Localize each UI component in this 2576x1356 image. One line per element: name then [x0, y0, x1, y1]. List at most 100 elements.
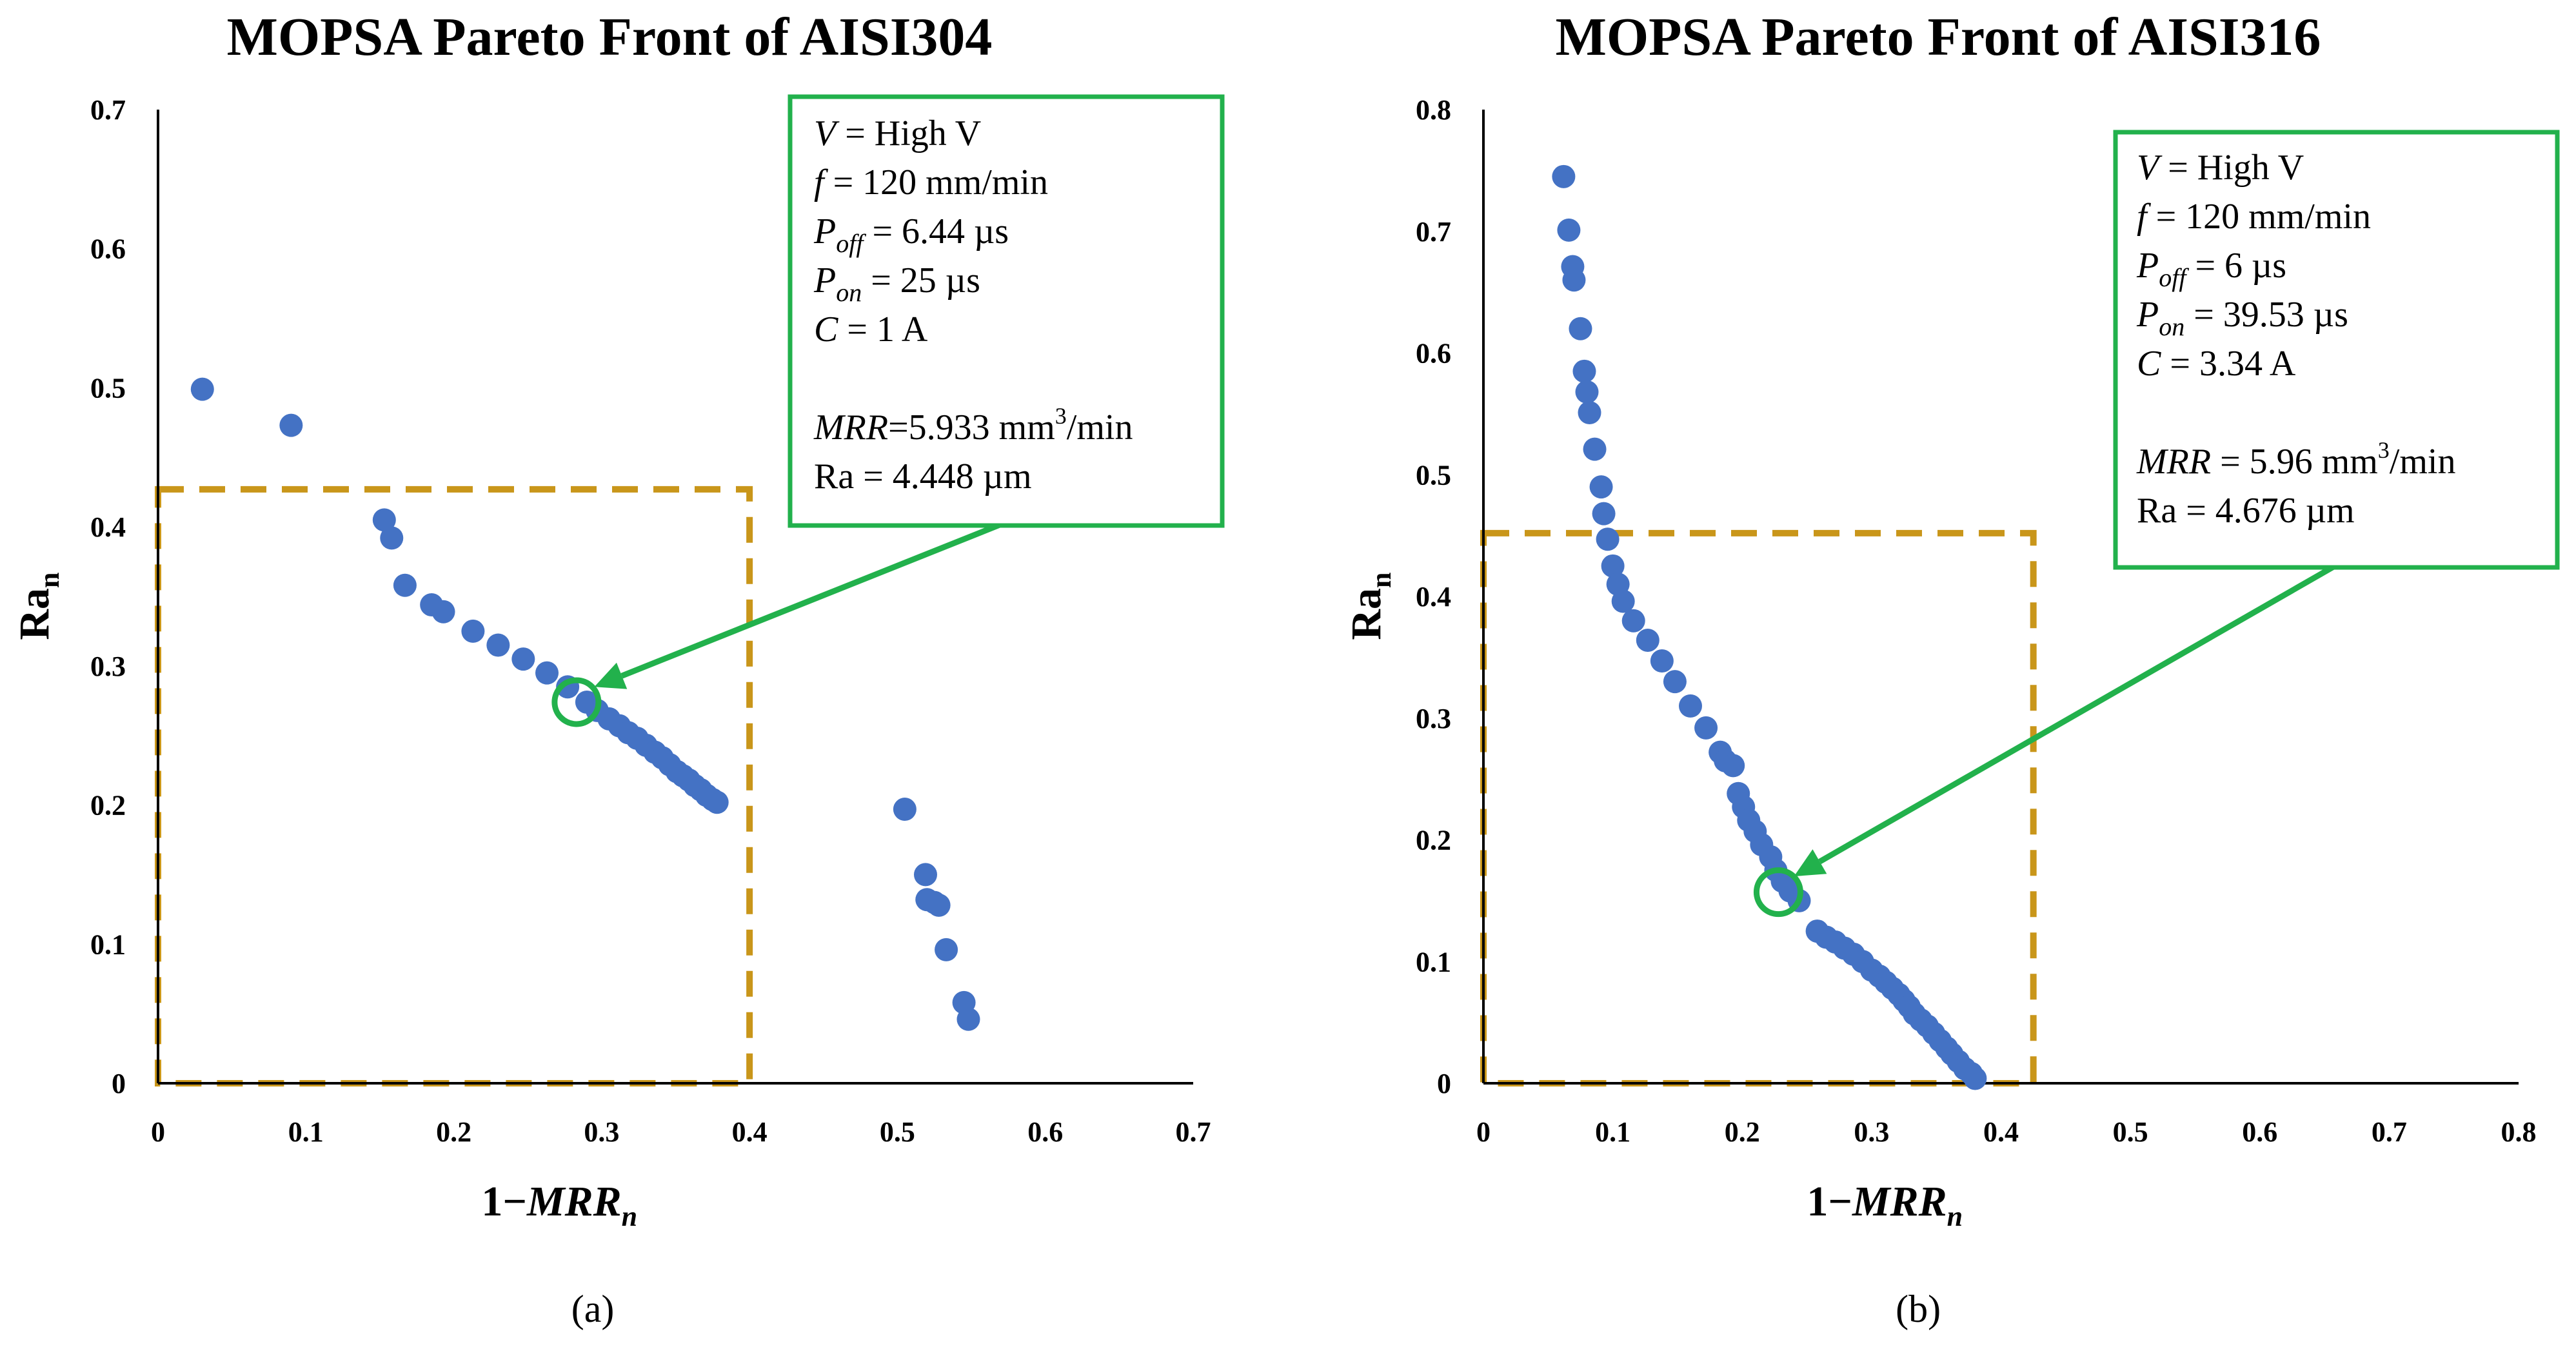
y-tick-label: 0: [112, 1068, 126, 1099]
annotation-arrow-line: [1818, 562, 2340, 865]
data-point: [893, 798, 916, 821]
y-axis-label: Ran: [11, 573, 65, 640]
annotation-line: Poff = 6 µs: [2136, 246, 2286, 292]
y-tick-label: 0.4: [1416, 581, 1451, 613]
pareto-points: [190, 377, 980, 1031]
data-point: [705, 791, 729, 814]
y-tick-label: 0.8: [1416, 94, 1451, 126]
data-point: [1663, 670, 1687, 694]
data-point: [380, 526, 404, 550]
y-tick-label: 0.7: [1416, 216, 1451, 248]
y-tick-label: 0.6: [1416, 338, 1451, 369]
y-axis-label-sub: n: [34, 573, 65, 588]
pareto-region-box: [155, 486, 753, 1086]
y-tick-label: 0.5: [1416, 459, 1451, 491]
annotation-sub: on: [836, 278, 862, 307]
annotation-var: MRR: [813, 408, 888, 447]
y-axis-label-base: Ra: [1343, 588, 1390, 640]
annotation-var: V: [814, 113, 840, 153]
selected-solution-marker: [551, 677, 602, 727]
data-point: [393, 573, 417, 597]
y-tick-label: 0: [1437, 1068, 1451, 1099]
x-tick-label: 0.1: [288, 1116, 324, 1148]
annotation-sup: 3: [1055, 403, 1067, 429]
data-point: [1583, 437, 1607, 461]
data-point: [486, 633, 510, 657]
data-point: [535, 661, 559, 685]
annotation-text: = 6.44 µs: [863, 211, 1009, 251]
annotation-text: = High V: [836, 113, 981, 153]
annotation-text: = 25 µs: [862, 260, 980, 300]
annotation-line: f = 120 mm/min: [814, 162, 1048, 202]
chart-title: MOPSA Pareto Front of AISI316: [1556, 7, 2321, 67]
pareto-points: [1552, 164, 1987, 1090]
annotation-arrow-line: [620, 518, 1011, 679]
y-tick-label: 0.3: [90, 651, 126, 682]
annotation-text: Ra = 4.676 µm: [2137, 491, 2355, 531]
data-point: [1569, 317, 1592, 340]
selected-solution-marker: [1753, 867, 1803, 918]
annotation-var: MRR: [2136, 442, 2211, 482]
annotation-line: V = High V: [2137, 148, 2304, 188]
data-point: [1601, 554, 1625, 578]
x-tick-label: 0.5: [2113, 1116, 2148, 1148]
data-point: [1557, 218, 1581, 242]
chart-title: MOPSA Pareto Front of AISI304: [227, 7, 993, 67]
y-tick-label: 0.1: [1416, 946, 1451, 978]
data-point: [511, 647, 535, 671]
data-point: [913, 863, 937, 887]
annotation-text: = 5.96 mm: [2211, 442, 2378, 482]
data-point: [927, 893, 951, 917]
annotation-var: P: [2136, 246, 2159, 286]
y-axis-label: Ran: [1343, 573, 1397, 640]
annotation-line: f = 120 mm/min: [2137, 197, 2371, 237]
data-point: [1650, 649, 1674, 673]
annotation-text: = 6 µs: [2186, 246, 2286, 286]
x-axis-label-lead: 1−: [481, 1178, 527, 1225]
data-point: [1963, 1066, 1987, 1090]
annotation-text: =5.933 mm: [888, 408, 1055, 447]
annotation-var: V: [2137, 148, 2163, 188]
annotation-var: P: [813, 211, 836, 251]
annotation-after: /min: [1067, 408, 1133, 447]
annotation-arrow-head: [1794, 849, 1827, 877]
annotation-line: MRR=5.933 mm3/min: [813, 403, 1133, 447]
data-point: [1694, 716, 1718, 740]
parameter-annotation-box: [788, 94, 1225, 528]
x-axis-label-lead: 1−: [1807, 1178, 1852, 1225]
annotation-after: /min: [2390, 442, 2456, 482]
x-tick-label: 0: [1476, 1116, 1491, 1148]
annotation-text: = 120 mm/min: [2147, 197, 2371, 237]
x-tick-label: 0.5: [880, 1116, 915, 1148]
annotation-line: C = 3.34 A: [2137, 344, 2296, 384]
annotation-line: Pon = 25 µs: [813, 260, 980, 307]
panel-label: (b): [1896, 1288, 1941, 1330]
panel-label: (a): [571, 1288, 615, 1330]
data-point: [935, 938, 958, 961]
annotation-text: = High V: [2159, 148, 2304, 188]
chart-panel-1: MOPSA Pareto Front of AISI304 0 0.1 0.2 0.3 0…: [11, 7, 1225, 1330]
x-tick-label: 0.6: [1027, 1116, 1063, 1148]
annotation-sub: off: [836, 229, 866, 258]
x-tick-label: 0.7: [1176, 1116, 1211, 1148]
annotation-text: = 1 A: [838, 310, 927, 349]
x-axis-label: 1−MRRn: [481, 1178, 637, 1232]
annotation-var: C: [2137, 344, 2161, 384]
y-axis-label-sub: n: [1365, 573, 1397, 588]
pareto-region-box: [1480, 529, 2037, 1086]
data-point: [1589, 475, 1613, 499]
x-tick-label: 0.3: [584, 1116, 619, 1148]
y-tick-label: 0.6: [90, 233, 126, 265]
annotation-line: MRR = 5.96 mm3/min: [2136, 437, 2455, 482]
data-point: [372, 508, 396, 532]
data-point: [1592, 502, 1616, 526]
data-point: [1636, 628, 1660, 652]
data-point: [1679, 694, 1702, 718]
data-point: [1578, 400, 1601, 424]
chart-panel-2: MOPSA Pareto Front of AISI316 0 0.1 0.2 0.3 0…: [1343, 7, 2560, 1330]
annotation-line: Pon = 39.53 µs: [2136, 295, 2348, 341]
data-point: [1552, 164, 1576, 188]
annotation-sup: 3: [2378, 437, 2390, 463]
data-point: [1596, 527, 1620, 551]
